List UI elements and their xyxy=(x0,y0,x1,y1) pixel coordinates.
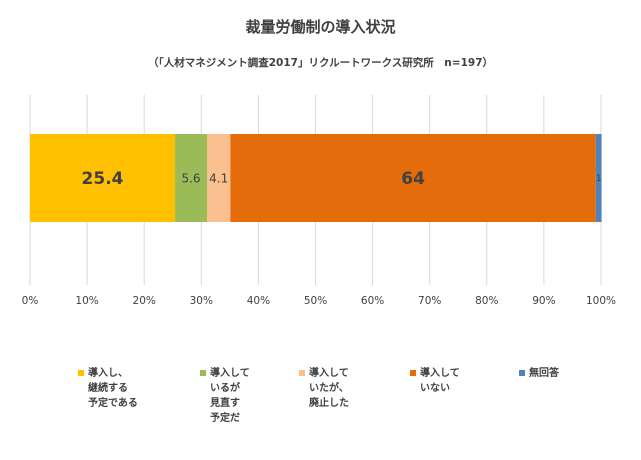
bar-segment xyxy=(30,134,176,222)
chart-subtitle: （「人材マネジメント調査2017」リクルートワークス研究所 n=197） xyxy=(147,57,494,69)
legend-item: 導入して いるが 見直す 予定だ xyxy=(200,366,250,426)
bar-segment xyxy=(595,134,602,222)
legend-label: 導入して いるが 見直す 予定だ xyxy=(210,368,250,424)
legend-label: 無回答 xyxy=(529,368,559,379)
data-label: 4.1 xyxy=(209,171,228,185)
data-label: 5.6 xyxy=(181,171,200,185)
x-tick-label: 100% xyxy=(586,295,616,307)
data-label: 25.4 xyxy=(82,169,124,189)
x-tick-label: 10% xyxy=(75,295,98,307)
data-label: 64 xyxy=(401,169,425,189)
legend-item: 導入して いない xyxy=(410,366,460,396)
x-tick-label: 60% xyxy=(361,295,384,307)
x-tick-label: 40% xyxy=(247,295,270,307)
legend-swatch xyxy=(78,370,84,376)
x-tick-label: 30% xyxy=(190,295,213,307)
legend-label: 導入し、 継続する 予定である xyxy=(88,368,138,409)
data-label: 1 xyxy=(596,174,602,184)
chart-title: 裁量労働制の導入状況 xyxy=(245,18,396,36)
x-tick-label: 70% xyxy=(418,295,441,307)
legend-label: 導入して いない xyxy=(420,368,460,394)
legend-swatch xyxy=(200,370,206,376)
legend-swatch xyxy=(519,370,525,376)
x-tick-label: 20% xyxy=(133,295,156,307)
legend-item: 導入して いたが、 廃止した xyxy=(299,366,349,411)
x-tick-label: 80% xyxy=(475,295,498,307)
legend-swatch xyxy=(299,370,305,376)
x-tick-label: 0% xyxy=(22,295,39,307)
legend-item: 導入し、 継続する 予定である xyxy=(78,366,138,411)
x-tick-label: 50% xyxy=(304,295,327,307)
bar-segment xyxy=(207,134,231,222)
legend-label: 導入して いたが、 廃止した xyxy=(309,368,349,409)
legend-item: 無回答 xyxy=(519,366,559,381)
legend-swatch xyxy=(410,370,416,376)
legend: 導入し、 継続する 予定である 導入して いるが 見直す 予定だ 導入して いたが、… xyxy=(0,366,641,446)
x-tick-label: 90% xyxy=(532,295,555,307)
bar-segment xyxy=(175,134,208,222)
bar-segment xyxy=(230,134,596,222)
